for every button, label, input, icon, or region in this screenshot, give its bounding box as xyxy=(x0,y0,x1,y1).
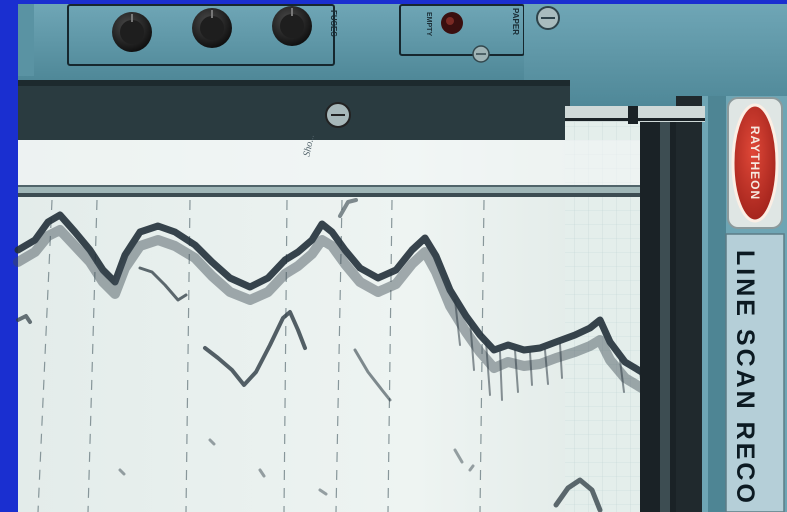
screw-icon xyxy=(325,102,351,128)
raytheon-logo-icon xyxy=(727,97,783,229)
indicator-lamp-icon xyxy=(441,12,463,34)
knob-icon xyxy=(112,12,152,52)
knob-icon xyxy=(192,8,232,48)
knob-icon xyxy=(272,6,312,46)
screw-icon xyxy=(472,45,490,63)
profile-trace xyxy=(13,198,670,512)
paper-frame xyxy=(565,96,705,512)
control-panel xyxy=(18,4,526,80)
screw-icon xyxy=(536,6,560,30)
